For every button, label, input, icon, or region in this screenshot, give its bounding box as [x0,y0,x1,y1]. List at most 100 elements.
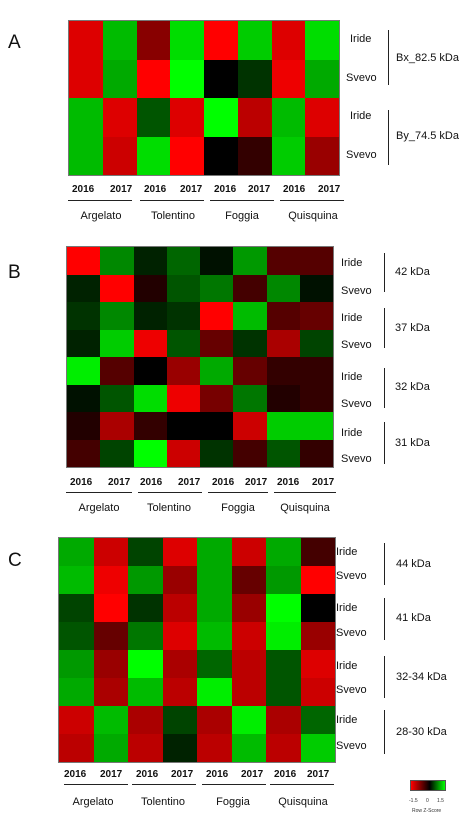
heatmap-cell [69,21,103,60]
heatmap-cell [162,594,197,622]
heatmap-cell [233,412,267,440]
heatmap-cell [233,274,267,302]
group-bracket [384,368,385,408]
year-label: 2017 [312,477,335,488]
heatmap-cell [266,247,300,275]
heatmap-cell [305,59,339,98]
year-label: 2016 [277,477,300,488]
heatmap-cell [128,678,163,706]
heatmap-cell [299,412,333,440]
group-label-bx: Bx_82.5 kDa [396,52,459,64]
heatmap-cell [300,594,335,622]
heatmap-cell [231,678,266,706]
heatmap-cell [100,302,134,330]
heatmap-cell [93,594,128,622]
heatmap-cell [266,594,301,622]
site-underline [138,492,202,493]
heatmap-cell [133,329,167,357]
heatmap-cell [102,21,137,60]
heatmap-cell [266,678,301,706]
year-label: 2016 [70,477,93,488]
heatmap-cell [200,412,234,440]
heatmap-cell [136,136,171,175]
site-underline [270,784,334,785]
heatmap-cell [231,734,266,762]
row-label-svevo: Svevo [341,453,372,465]
site-label-quisquina: Quisquina [278,796,328,808]
heatmap-cell [100,247,134,275]
heatmap-cell [93,706,128,734]
heatmap-cell [197,566,232,594]
heatmap-a [68,20,340,176]
heatmap-cell [200,384,234,412]
heatmap-cell [266,439,300,467]
heatmap-cell [266,329,300,357]
year-label: 2017 [307,769,330,780]
heatmap-cell [200,357,234,385]
heatmap-cell [266,412,300,440]
row-label-iride: Iride [336,546,358,558]
heatmap-cell [93,566,128,594]
heatmap-cell [166,247,200,275]
heatmap-cell [128,734,163,762]
heatmap-cell [133,247,167,275]
row-label-svevo: Svevo [341,339,372,351]
heatmap-cell [266,706,301,734]
heatmap-cell [59,538,94,566]
heatmap-cell [67,302,101,330]
heatmap-cell [266,274,300,302]
heatmap-cell [100,274,134,302]
heatmap-cell [136,59,171,98]
heatmap-cell [300,706,335,734]
group-bracket [384,656,385,698]
site-underline [140,200,204,201]
heatmap-cell [299,439,333,467]
row-label-svevo: Svevo [346,72,377,84]
heatmap-cell [197,734,232,762]
site-underline [66,492,132,493]
year-label: 2017 [108,477,131,488]
heatmap-cell [128,566,163,594]
heatmap-cell [102,136,137,175]
year-label: 2016 [136,769,159,780]
heatmap-cell [162,734,197,762]
heatmap-cell [100,357,134,385]
heatmap-cell [266,650,301,678]
group-bracket [384,422,385,464]
row-label-svevo: Svevo [346,149,377,161]
heatmap-cell [170,21,204,60]
heatmap-cell [128,594,163,622]
row-label-iride: Iride [341,371,363,383]
heatmap-cell [69,98,103,137]
heatmap-cell [299,274,333,302]
heatmap-cell [93,622,128,650]
heatmap-cell [300,622,335,650]
site-label-argelato: Argelato [72,796,114,808]
group-bracket [384,598,385,640]
heatmap-cell [237,21,272,60]
year-label: 2016 [64,769,87,780]
heatmap-cell [231,706,266,734]
heatmap-cell [67,247,101,275]
year-label: 2017 [245,477,268,488]
heatmap-b [66,246,334,468]
year-label: 2016 [140,477,163,488]
row-label-iride: Iride [336,660,358,672]
site-underline [274,492,336,493]
heatmap-cell [166,384,200,412]
row-label-iride: Iride [336,714,358,726]
heatmap-cell [93,734,128,762]
panel-letter-b: B [8,262,21,283]
year-label: 2017 [171,769,194,780]
heatmap-cell [237,136,272,175]
year-label: 2016 [214,184,237,195]
heatmap-cell [102,59,137,98]
group-label-37: 37 kDa [395,322,430,334]
heatmap-cell [162,678,197,706]
group-label-28-30: 28-30 kDa [396,726,447,738]
row-label-iride: Iride [350,33,372,45]
heatmap-cell [166,412,200,440]
group-label-by: By_74.5 kDa [396,130,459,142]
group-label-32: 32 kDa [395,381,430,393]
heatmap-cell [300,650,335,678]
